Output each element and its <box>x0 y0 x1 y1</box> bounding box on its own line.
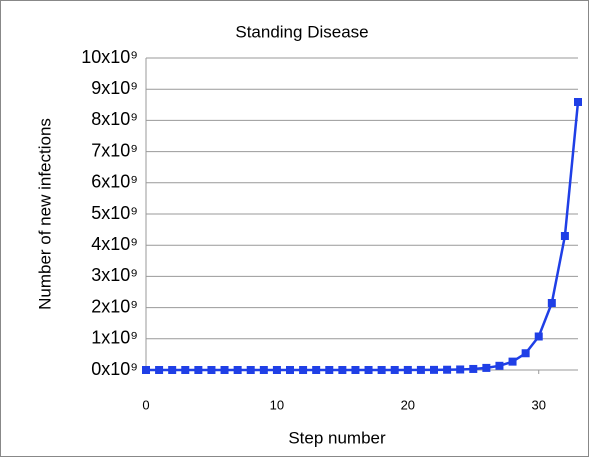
data-point <box>312 365 321 374</box>
data-point <box>377 365 386 374</box>
y-tick-label: 7x10⁹ <box>91 140 138 160</box>
x-tick-label: 20 <box>401 397 415 412</box>
data-point <box>430 365 438 374</box>
y-tick-label: 2x10⁹ <box>91 296 138 316</box>
data-point <box>521 349 530 358</box>
data-point <box>403 365 412 374</box>
x-tick-label: 30 <box>531 397 545 412</box>
y-tick-label: 3x10⁹ <box>91 265 138 285</box>
y-tick-label: 10x10⁹ <box>81 47 138 67</box>
data-point <box>508 357 517 366</box>
y-tick-label: 6x10⁹ <box>91 172 138 192</box>
data-point <box>416 365 425 374</box>
y-tick-label: 5x10⁹ <box>91 203 138 223</box>
data-point <box>574 97 582 106</box>
y-tick-label: 9x10⁹ <box>91 78 138 98</box>
data-point <box>456 365 465 374</box>
data-point <box>194 366 203 374</box>
y-tick-label: 1x10⁹ <box>91 328 138 348</box>
data-point <box>168 366 177 374</box>
data-point <box>286 365 294 374</box>
data-point <box>495 361 504 370</box>
data-point <box>469 364 478 373</box>
data-point <box>220 366 229 374</box>
data-point <box>364 365 373 374</box>
data-point <box>233 366 242 374</box>
data-point <box>142 366 150 374</box>
data-point <box>547 298 556 307</box>
data-point <box>272 365 281 374</box>
x-tick-label: 10 <box>270 397 284 412</box>
data-point <box>534 332 543 341</box>
y-tick-label: 8x10⁹ <box>91 109 138 129</box>
data-point <box>207 366 216 374</box>
y-tick-label: 4x10⁹ <box>91 234 138 254</box>
y-tick-label: 0x10⁹ <box>91 359 138 379</box>
data-point <box>443 365 452 374</box>
data-point <box>325 365 334 374</box>
data-point <box>390 365 399 374</box>
y-axis-label: Number of new infections <box>35 118 54 310</box>
data-point <box>299 365 308 374</box>
data-point <box>259 365 268 374</box>
data-point <box>560 231 569 240</box>
data-point <box>351 365 360 374</box>
chart-title: Standing Disease <box>235 22 368 41</box>
series-line <box>146 101 580 372</box>
data-point <box>246 366 255 374</box>
data-point <box>181 366 190 374</box>
x-tick-label: 0 <box>142 397 149 412</box>
data-point <box>338 365 347 374</box>
data-point <box>482 363 491 372</box>
data-point <box>155 366 164 374</box>
x-axis-label: Step number <box>288 428 386 447</box>
